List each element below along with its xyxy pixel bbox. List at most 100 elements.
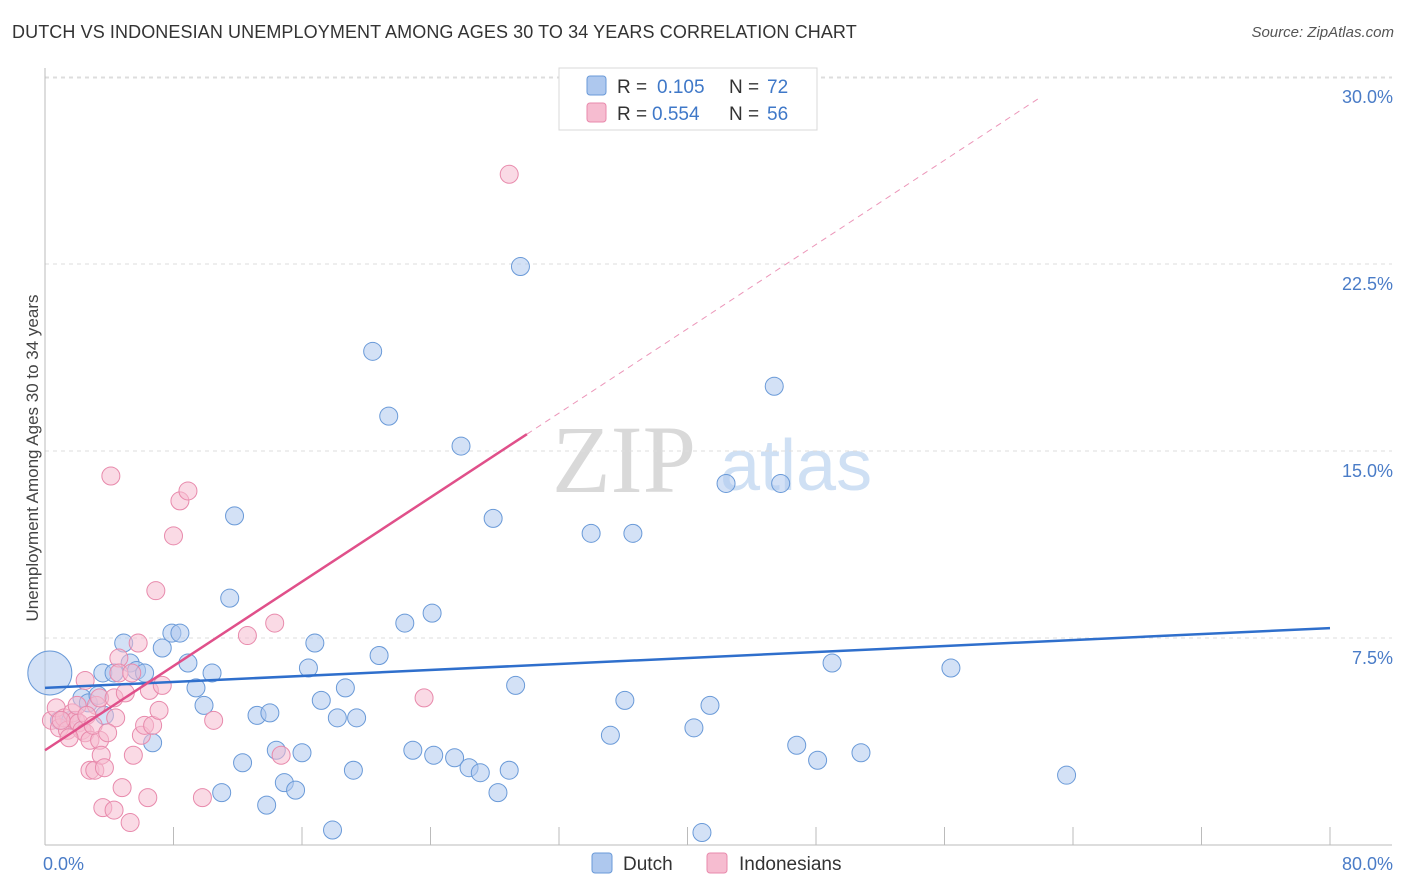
bottom-legend-swatch-indonesians bbox=[706, 852, 728, 874]
point-dutch-32 bbox=[298, 658, 318, 678]
point-indonesians-40 bbox=[164, 526, 183, 546]
point-indonesians-21 bbox=[104, 800, 124, 820]
legend-indo-r-value: 0.554 bbox=[652, 104, 700, 125]
point-dutch-34 bbox=[311, 690, 331, 710]
point-indonesians-28 bbox=[120, 813, 140, 833]
point-dutch-57 bbox=[600, 725, 620, 745]
point-dutch-46 bbox=[424, 745, 444, 765]
point-dutch-50 bbox=[470, 763, 490, 783]
point-dutch-64 bbox=[764, 376, 784, 396]
point-dutch-20 bbox=[202, 663, 222, 683]
legend-indo-r-label: R = bbox=[617, 104, 647, 125]
point-indonesians-47 bbox=[265, 613, 285, 633]
trend-line-dutch bbox=[44, 626, 1331, 690]
point-dutch-19 bbox=[194, 695, 214, 715]
point-dutch-16 bbox=[170, 623, 190, 643]
legend-swatch-dutch bbox=[586, 75, 607, 96]
point-dutch-67 bbox=[808, 750, 828, 770]
data-points bbox=[27, 164, 1077, 843]
point-indonesians-30 bbox=[123, 745, 143, 765]
point-dutch-63 bbox=[716, 473, 736, 493]
point-indonesians-20 bbox=[101, 466, 121, 486]
point-indonesians-45 bbox=[237, 626, 257, 646]
point-indonesians-46 bbox=[271, 745, 291, 765]
point-dutch-70 bbox=[941, 658, 961, 678]
point-dutch-18 bbox=[186, 678, 206, 698]
point-dutch-30 bbox=[286, 780, 306, 800]
axes: 7.5% 15.0% 22.5% 30.0% 0.0% 80.0% bbox=[43, 68, 1393, 874]
series-legend: Dutch Indonesians bbox=[591, 852, 841, 875]
point-dutch-41 bbox=[369, 646, 389, 666]
y-tick-label-0: 7.5% bbox=[1352, 648, 1393, 668]
point-dutch-38 bbox=[347, 708, 367, 728]
point-dutch-31 bbox=[292, 743, 312, 763]
point-indonesians-38 bbox=[149, 700, 169, 720]
point-dutch-55 bbox=[510, 257, 530, 277]
point-dutch-27 bbox=[260, 703, 280, 723]
point-dutch-24 bbox=[233, 753, 253, 773]
legend-dutch-n-label: N = bbox=[729, 77, 759, 98]
point-dutch-22 bbox=[220, 588, 240, 608]
point-dutch-21 bbox=[212, 783, 232, 803]
legend-indo-n-value: 56 bbox=[767, 104, 788, 125]
x-tick-label-0: 0.0% bbox=[43, 854, 84, 874]
point-indonesians-26 bbox=[112, 778, 132, 798]
point-dutch-36 bbox=[327, 708, 347, 728]
point-dutch-47 bbox=[445, 748, 465, 768]
point-indonesians-48 bbox=[414, 688, 434, 708]
point-dutch-62 bbox=[700, 695, 720, 715]
point-dutch-71 bbox=[1057, 765, 1077, 785]
y-tick-label-1: 15.0% bbox=[1342, 461, 1393, 481]
point-dutch-39 bbox=[343, 760, 363, 780]
grid-lines bbox=[45, 76, 1392, 639]
point-dutch-14 bbox=[152, 638, 172, 658]
point-indonesians-50 bbox=[51, 710, 71, 730]
point-indonesians-31 bbox=[128, 633, 148, 653]
point-dutch-68 bbox=[822, 653, 842, 673]
point-indonesians-43 bbox=[192, 788, 212, 808]
point-indonesians-29 bbox=[122, 663, 142, 683]
point-dutch-54 bbox=[506, 675, 526, 695]
point-dutch-53 bbox=[499, 760, 519, 780]
watermark-atlas: atlas bbox=[720, 426, 872, 506]
legend-dutch-n-value: 72 bbox=[767, 77, 788, 98]
source-note: Source: ZipAtlas.com bbox=[1251, 24, 1394, 41]
legend-indo-n-label: N = bbox=[729, 104, 759, 125]
point-dutch-35 bbox=[323, 820, 343, 840]
point-dutch-56 bbox=[581, 523, 601, 543]
y-tick-label-2: 22.5% bbox=[1342, 274, 1393, 294]
point-indonesians-49 bbox=[499, 164, 519, 184]
point-dutch-48 bbox=[451, 436, 471, 456]
point-dutch-61 bbox=[692, 823, 712, 843]
trend-lines bbox=[44, 96, 1331, 752]
point-indonesians-23 bbox=[106, 708, 126, 728]
legend-swatch-indonesians bbox=[586, 102, 607, 123]
point-dutch-40 bbox=[363, 341, 383, 361]
y-tick-label-3: 30.0% bbox=[1342, 87, 1393, 107]
bottom-legend-label-indonesians: Indonesians bbox=[739, 854, 841, 875]
point-dutch-45 bbox=[422, 603, 442, 623]
bottom-legend-swatch-dutch bbox=[591, 852, 613, 874]
point-dutch-42 bbox=[379, 406, 399, 426]
point-dutch-0 bbox=[27, 650, 73, 696]
point-dutch-66 bbox=[787, 735, 807, 755]
point-dutch-26 bbox=[257, 795, 277, 815]
watermark-zip: ZIP bbox=[552, 406, 696, 513]
legend-dutch-r-value: 0.105 bbox=[657, 77, 705, 98]
point-indonesians-37 bbox=[146, 581, 166, 601]
trend-line-indonesians bbox=[44, 433, 528, 752]
point-indonesians-34 bbox=[138, 788, 158, 808]
point-dutch-33 bbox=[305, 633, 325, 653]
point-dutch-51 bbox=[483, 508, 503, 528]
legend-dutch-r-label: R = bbox=[617, 77, 647, 98]
point-dutch-52 bbox=[488, 783, 508, 803]
point-indonesians-19 bbox=[94, 758, 114, 778]
point-dutch-44 bbox=[403, 740, 423, 760]
correlation-legend: R = 0.105 N = 72 R = 0.554 N = 56 bbox=[558, 67, 818, 131]
point-dutch-69 bbox=[851, 743, 871, 763]
point-dutch-65 bbox=[771, 473, 791, 493]
point-indonesians-39 bbox=[152, 675, 172, 695]
bottom-legend-label-dutch: Dutch bbox=[623, 854, 673, 875]
chart-title: DUTCH VS INDONESIAN UNEMPLOYMENT AMONG A… bbox=[12, 22, 857, 42]
